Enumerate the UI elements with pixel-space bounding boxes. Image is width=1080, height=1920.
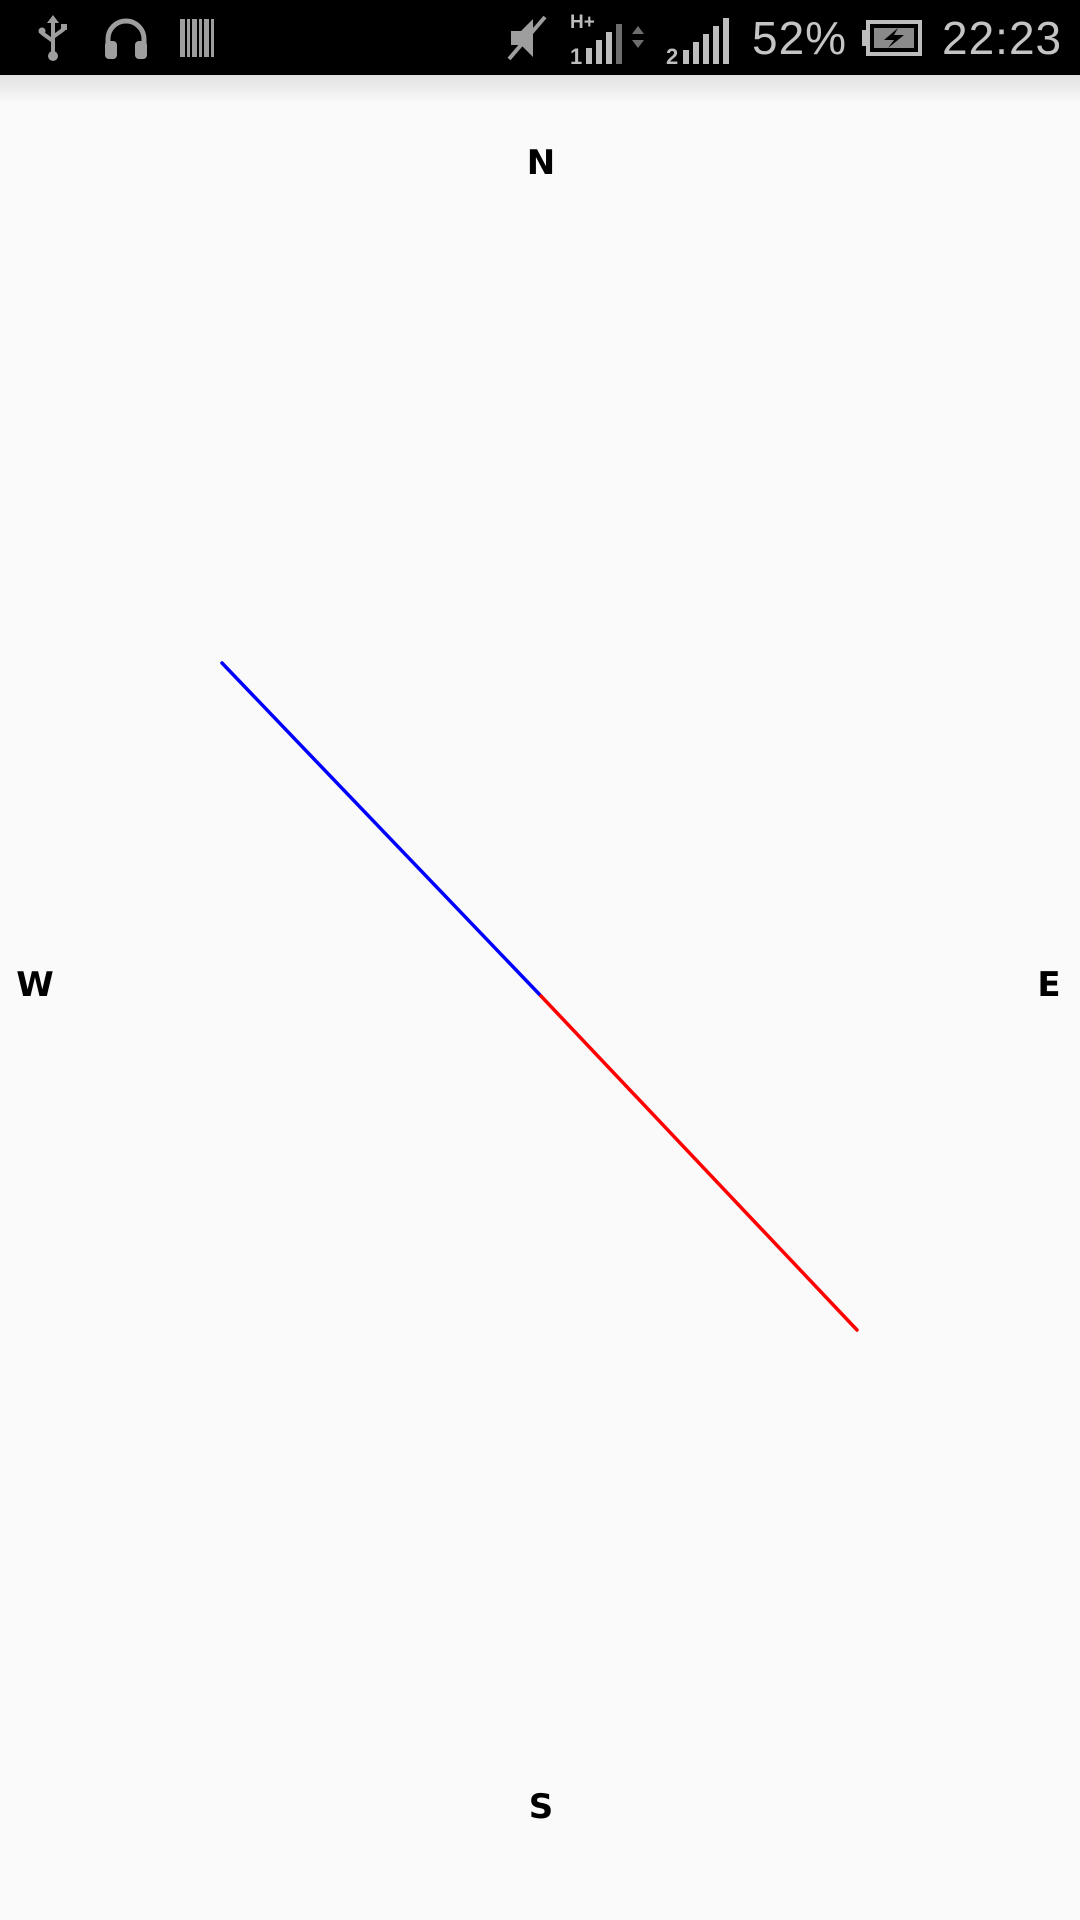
compass-east-label: E [1037, 965, 1061, 1005]
barcode-icon [180, 0, 214, 75]
needle-north-half [220, 661, 543, 998]
compass-south-label: S [528, 1787, 554, 1827]
battery-charging-icon [858, 0, 922, 75]
svg-text:1: 1 [570, 44, 582, 66]
battery-percentage: 52% [752, 11, 848, 64]
status-time: 22:23 [942, 11, 1063, 64]
signal-h-plus-icon: H+ 1 [570, 0, 660, 75]
compass-west-label: W [16, 965, 54, 1005]
usb-icon [36, 0, 70, 75]
status-bar-shadow [0, 75, 1080, 103]
signal-sim2-icon: 2 [665, 0, 735, 75]
status-bar: H+ 1 2 52% 22:23 [0, 0, 1080, 75]
network-type-label: H+ [570, 12, 595, 33]
sim-label: 2 [666, 44, 678, 66]
needle-south-half [539, 994, 859, 1332]
compass-north-label: N [526, 143, 556, 183]
mute-icon [505, 0, 549, 75]
headphones-icon [102, 0, 150, 75]
